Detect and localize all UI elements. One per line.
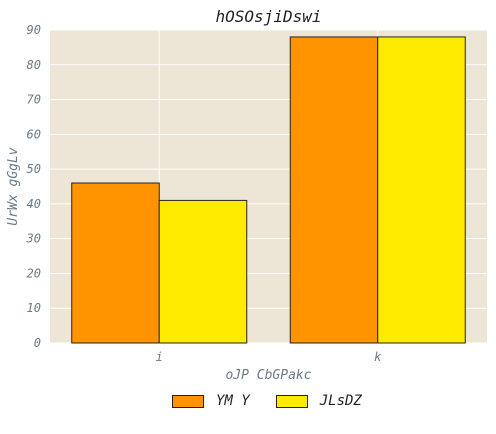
y-tick-label: 60 [27,127,41,141]
y-tick-label: 50 [27,162,41,176]
y-tick-label: 30 [26,232,41,246]
y-tick-label: 70 [27,93,41,107]
bar-k-series-2 [378,37,466,343]
y-tick-label: 80 [27,58,41,72]
y-tick-label: 40 [27,197,41,211]
y-tick-label: 10 [27,301,41,315]
x-axis-label: oJP CbGPakc [225,368,311,383]
legend: YM Y JLsDZ [172,390,388,412]
y-tick-label: 0 [34,336,41,350]
legend-swatch [172,395,204,408]
y-tick-label: 90 [27,23,41,37]
legend-item-series-2: JLsDZ [276,393,362,409]
y-axis-ticks: 0 10 20 30 40 50 60 70 80 90 [26,23,41,350]
y-axis-label: UrWx gGgLv [6,147,21,225]
bar-i-series-1 [72,183,160,343]
legend-item-series-1: YM Y [172,393,250,409]
bar-k-series-1 [290,37,378,343]
legend-label: YM Y [216,393,250,409]
x-tick-label: k [374,350,382,364]
legend-label: JLsDZ [320,393,362,409]
y-tick-label: 20 [27,266,41,280]
x-tick-label: i [156,350,163,364]
bar-i-series-2 [159,200,247,343]
chart-title: hOSOsjiDswi [216,7,322,26]
legend-swatch [276,395,308,408]
